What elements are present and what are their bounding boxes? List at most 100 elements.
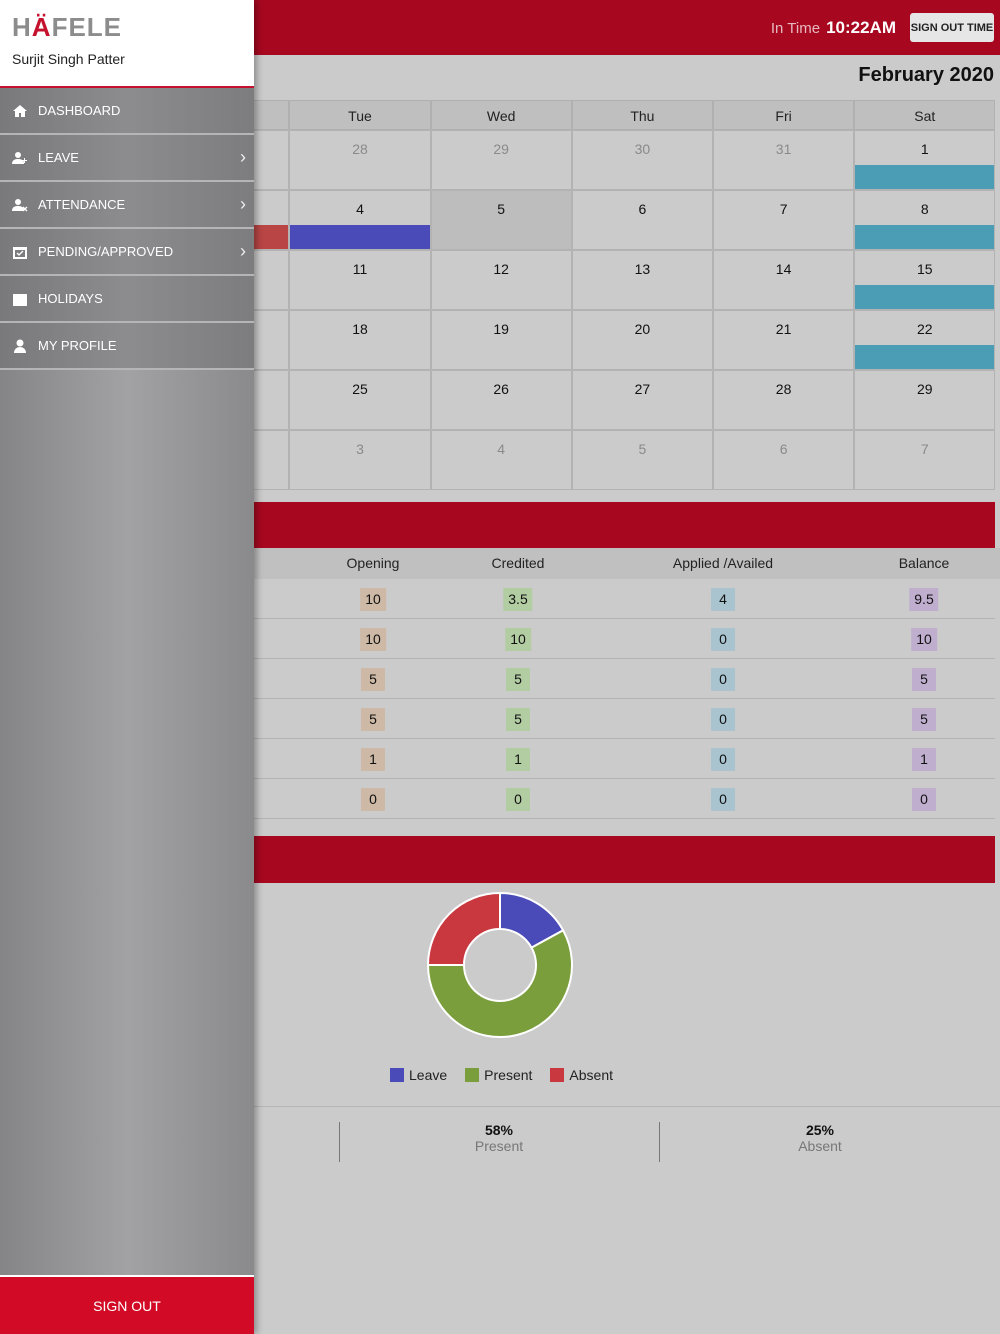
sidebar-item-my-profile[interactable]: MY PROFILE <box>0 323 254 370</box>
calendar-icon <box>13 293 27 306</box>
table-cell: 0 <box>912 788 936 811</box>
legend-label: Absent <box>569 1067 613 1083</box>
hafele-logo: HÄFELE <box>12 12 123 42</box>
day-number: 29 <box>493 141 509 157</box>
day-number: 12 <box>493 261 509 277</box>
calendar-day[interactable]: 1 <box>854 130 996 190</box>
table-cell: 1 <box>912 748 936 771</box>
weekday-header: Thu <box>571 100 713 130</box>
leave-marker <box>290 225 430 249</box>
day-number: 28 <box>352 141 368 157</box>
weekday-header: Tue <box>289 100 431 130</box>
calendar-day[interactable]: 5 <box>430 190 572 250</box>
legend-label: Present <box>484 1067 533 1083</box>
table-cell: 0 <box>711 748 735 771</box>
calendar-day[interactable]: 21 <box>713 310 855 370</box>
home-icon <box>13 104 27 117</box>
calendar-day[interactable]: 22 <box>854 310 996 370</box>
weekday-header: Wed <box>430 100 572 130</box>
calendar-day[interactable]: 8 <box>854 190 996 250</box>
day-number: 5 <box>638 441 647 457</box>
table-cell: 0 <box>506 788 530 811</box>
day-number: 21 <box>775 321 792 337</box>
sidebar-item-label: DASHBOARD <box>38 103 121 118</box>
table-row: 10 3.5 4 9.5 <box>0 579 995 619</box>
calendar-day[interactable]: 3 <box>289 430 431 490</box>
legend-leave[interactable]: Leave <box>390 1067 447 1083</box>
table-cell: 3.5 <box>503 588 533 611</box>
day-number: 25 <box>352 381 368 397</box>
calendar-day[interactable]: 12 <box>430 250 572 310</box>
stat-label: Absent <box>798 1138 842 1154</box>
day-number: 26 <box>493 381 509 397</box>
calendar-day[interactable]: 19 <box>430 310 572 370</box>
table-cell: 10 <box>505 628 531 651</box>
calendar-day[interactable]: 25 <box>289 370 431 430</box>
donut-slice-absent[interactable] <box>426 891 501 966</box>
table-cell: 0 <box>361 788 385 811</box>
calendar-day[interactable]: 30 <box>571 130 713 190</box>
table-cell: 0 <box>711 788 735 811</box>
calendar-day[interactable]: 7 <box>713 190 855 250</box>
holiday-marker <box>855 225 995 249</box>
day-number: 8 <box>920 201 929 217</box>
calendar-day[interactable]: 29 <box>854 370 996 430</box>
calendar-day[interactable]: 29 <box>430 130 572 190</box>
calendar-day[interactable]: 6 <box>713 430 855 490</box>
sidebar-item-label: LEAVE <box>38 150 79 165</box>
table-cell: 1 <box>361 748 385 771</box>
calendar-day[interactable]: 14 <box>713 250 855 310</box>
chevron-right-icon: › <box>240 241 246 261</box>
sidebar-item-label: ATTENDANCE <box>38 197 126 212</box>
day-number: 27 <box>634 381 651 397</box>
sidebar-item-leave[interactable]: LEAVE › <box>0 135 254 182</box>
in-time: In Time 10:22AM <box>771 18 896 38</box>
donut-slice-present[interactable] <box>426 928 573 1038</box>
legend-label: Leave <box>409 1067 448 1083</box>
legend-absent[interactable]: Absent <box>550 1067 613 1083</box>
calendar-day[interactable]: 26 <box>430 370 572 430</box>
attendance-donut-chart <box>426 891 573 1038</box>
calendar-day[interactable]: 20 <box>571 310 713 370</box>
calendar-day[interactable]: 11 <box>289 250 431 310</box>
table-cell: 5 <box>361 668 385 691</box>
sidebar-item-holidays[interactable]: HOLIDAYS <box>0 276 254 323</box>
sign-out-time-button[interactable]: SIGN OUT TIME <box>910 13 994 42</box>
chevron-right-icon: › <box>240 147 246 167</box>
calendar-day[interactable]: 28 <box>289 130 431 190</box>
day-number: 3 <box>356 441 364 457</box>
sidebar-header: HÄFELE Surjit Singh Patter <box>0 0 254 88</box>
sidebar-item-dashboard[interactable]: DASHBOARD <box>0 88 254 135</box>
day-number: 14 <box>775 261 792 277</box>
day-number: 11 <box>352 261 368 277</box>
calendar-day[interactable]: 27 <box>571 370 713 430</box>
calendar-day[interactable]: 5 <box>571 430 713 490</box>
sidebar-item-attendance[interactable]: ATTENDANCE › <box>0 182 254 229</box>
calendar-check-icon <box>13 246 27 259</box>
calendar-day[interactable]: 18 <box>289 310 431 370</box>
calendar-day[interactable]: 7 <box>854 430 996 490</box>
calendar-day[interactable]: 4 <box>430 430 572 490</box>
calendar-day[interactable]: 13 <box>571 250 713 310</box>
table-cell: 10 <box>360 588 386 611</box>
day-number: 7 <box>920 441 929 457</box>
user-plus-icon <box>12 151 27 164</box>
stat-value: 25% <box>805 1122 835 1138</box>
sidebar-item-label: PENDING/APPROVED <box>38 244 174 259</box>
calendar-day[interactable]: 6 <box>571 190 713 250</box>
sign-out-button[interactable]: SIGN OUT <box>0 1275 254 1334</box>
divider <box>339 1122 340 1162</box>
calendar-day[interactable]: 31 <box>713 130 855 190</box>
divider <box>659 1122 660 1162</box>
stat-value: 58% <box>484 1122 514 1138</box>
calendar-day[interactable]: 4 <box>289 190 431 250</box>
calendar-day[interactable]: 15 <box>854 250 996 310</box>
user-name: Surjit Singh Patter <box>12 51 125 67</box>
chevron-right-icon: › <box>240 194 246 214</box>
table-cell: 0 <box>711 628 735 651</box>
calendar-day[interactable]: 28 <box>713 370 855 430</box>
sidebar-item-pending-approved[interactable]: PENDING/APPROVED › <box>0 229 254 276</box>
table-cell: 5 <box>912 708 936 731</box>
stat-present: 58% Present <box>475 1122 523 1156</box>
legend-present[interactable]: Present <box>465 1067 532 1083</box>
